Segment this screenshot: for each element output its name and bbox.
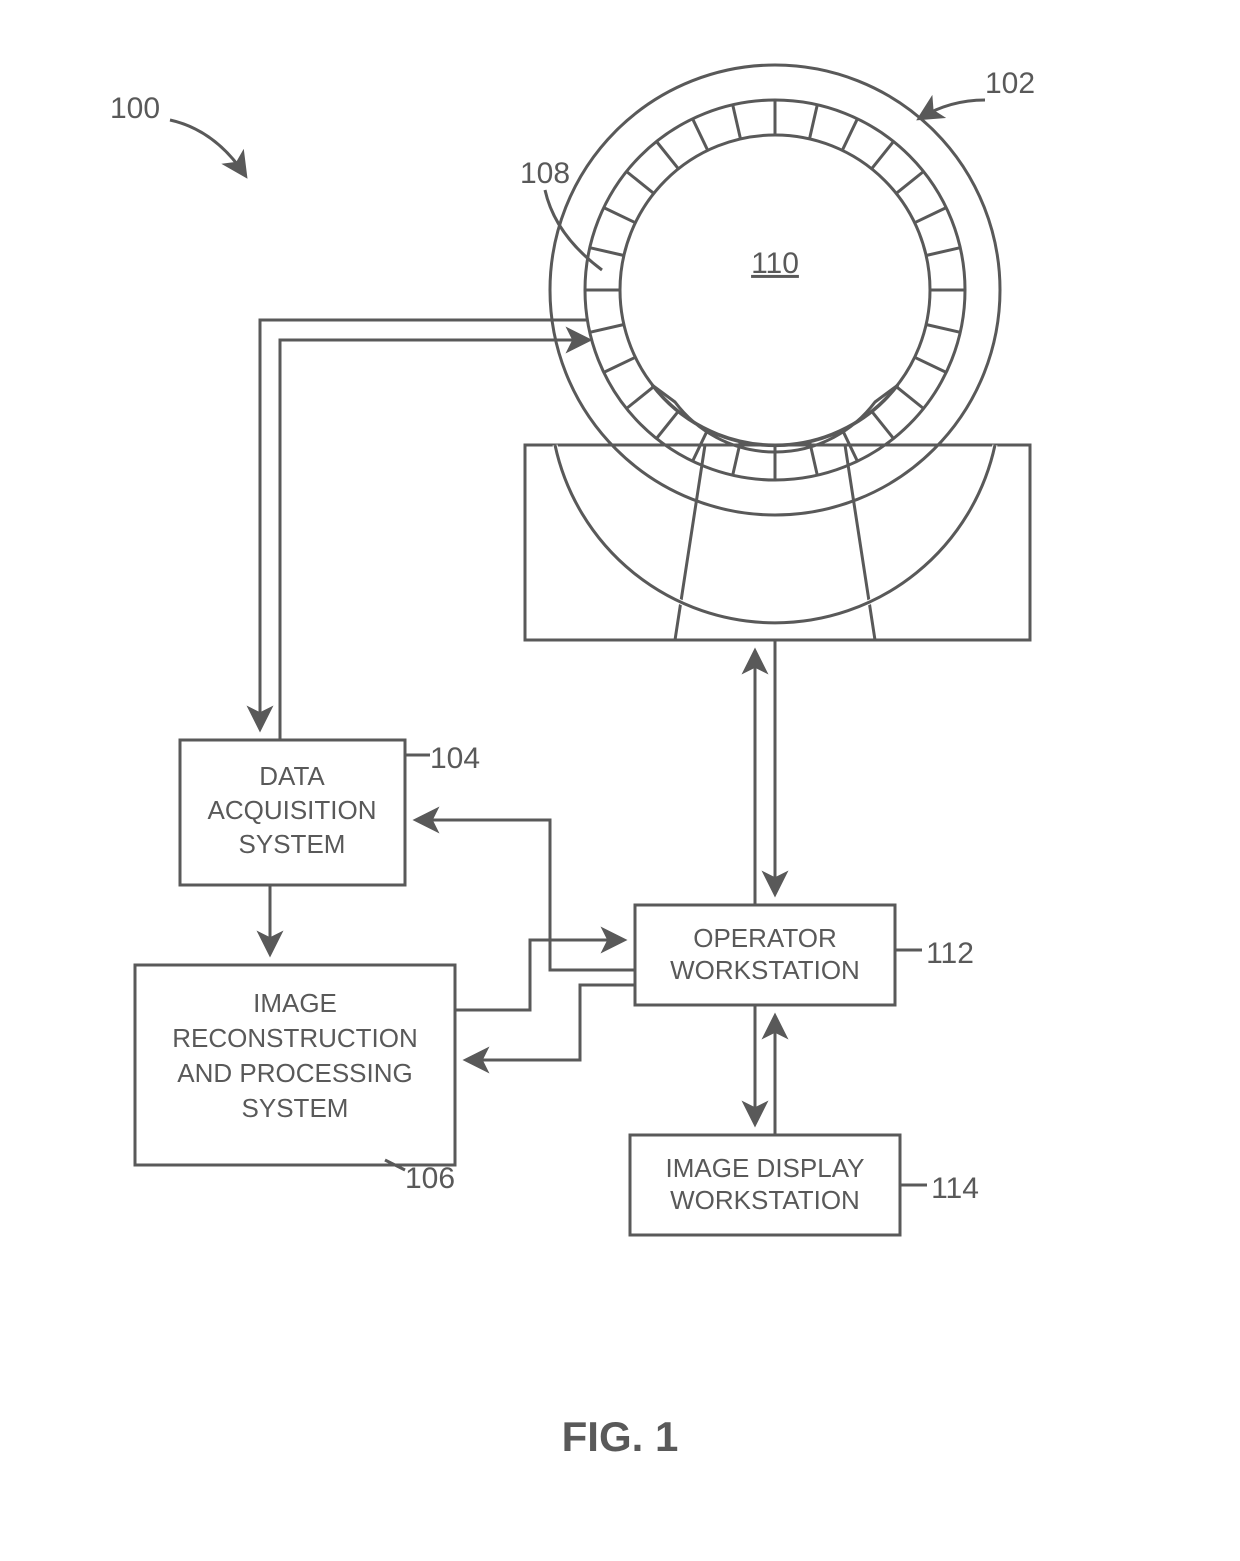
box-104-line2: ACQUISITION <box>207 795 376 825</box>
edge-104-to-detector <box>280 340 588 740</box>
detector-divider <box>926 325 960 333</box>
detector-divider <box>915 208 947 223</box>
detector-divider <box>733 105 741 139</box>
leader-102 <box>920 100 985 118</box>
figure-title: FIG. 1 <box>562 1413 679 1460</box>
ref-114: 114 <box>931 1172 979 1205</box>
edge-112-to-106 <box>467 985 635 1060</box>
box-114-line1: IMAGE DISPLAY <box>666 1153 865 1183</box>
ref-112: 112 <box>926 937 974 970</box>
detector-segments <box>585 100 965 480</box>
box-104-line1: DATA <box>259 761 325 791</box>
detector-divider <box>810 105 818 139</box>
imaging-machine: 110 <box>525 65 1030 640</box>
detector-divider <box>926 248 960 256</box>
edge-detector-to-104 <box>260 320 588 728</box>
ref-108: 108 <box>520 157 570 190</box>
detector-divider <box>590 248 624 256</box>
detector-divider <box>915 357 947 372</box>
edge-106-to-112 <box>455 940 623 1010</box>
ref-100: 100 <box>110 92 160 125</box>
detector-divider <box>590 325 624 333</box>
patient-bed <box>652 385 898 452</box>
ref-102: 102 <box>985 67 1035 100</box>
detector-divider <box>604 208 636 223</box>
detector-divider <box>842 119 857 151</box>
detector-divider <box>872 142 894 169</box>
box-114: IMAGE DISPLAY WORKSTATION <box>630 1135 900 1235</box>
box-112: OPERATOR WORKSTATION <box>635 905 895 1005</box>
detector-divider <box>896 387 923 409</box>
detector-divider <box>627 387 654 409</box>
ref-110: 110 <box>751 247 799 280</box>
box-106-line3: AND PROCESSING <box>177 1058 413 1088</box>
detector-divider <box>657 142 679 169</box>
box-104: DATA ACQUISITION SYSTEM <box>180 740 405 885</box>
box-106: IMAGE RECONSTRUCTION AND PROCESSING SYST… <box>135 965 455 1165</box>
box-114-line2: WORKSTATION <box>670 1185 860 1215</box>
detector-divider <box>872 411 894 438</box>
box-104-line3: SYSTEM <box>239 829 346 859</box>
box-112-line1: OPERATOR <box>693 923 837 953</box>
detector-ring-inner <box>620 135 930 445</box>
detector-divider <box>896 172 923 194</box>
detector-divider <box>657 411 679 438</box>
detector-ring-outer <box>585 100 965 480</box>
box-106-line2: RECONSTRUCTION <box>172 1023 418 1053</box>
ref-104: 104 <box>430 742 480 775</box>
edge-112-to-104 <box>417 820 635 970</box>
detector-divider <box>693 119 708 151</box>
detector-divider <box>604 357 636 372</box>
box-106-line1: IMAGE <box>253 988 337 1018</box>
ref-106: 106 <box>405 1162 455 1195</box>
leader-100 <box>170 120 245 175</box>
detector-divider <box>627 172 654 194</box>
box-112-line2: WORKSTATION <box>670 955 860 985</box>
box-106-line4: SYSTEM <box>242 1093 349 1123</box>
